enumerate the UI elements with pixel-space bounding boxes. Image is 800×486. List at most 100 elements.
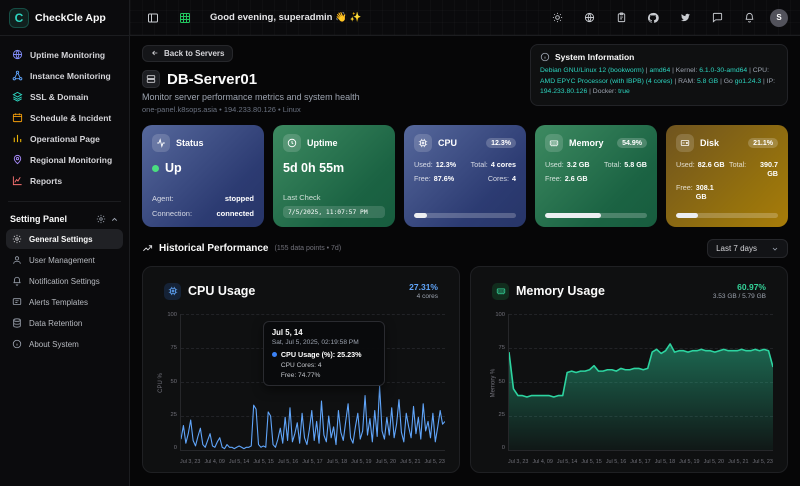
chevron-down-icon [771,245,779,253]
sidebar-item-reports[interactable]: Reports [6,170,123,191]
free-value: 2.6 GB [564,174,588,183]
cpu-usage-panel: CPU Usage 27.31% 4 cores CPU % 100 75 50 25… [142,266,460,473]
info-icon [540,52,550,62]
y-axis-ticks: 100 75 50 25 0 [167,312,177,451]
tooltip-free: Free: 74.77% [280,371,321,379]
page-subtitle: Monitor server performance metrics and s… [142,92,360,102]
last-check-value: 7/5/2025, 11:07:57 PM [283,206,385,218]
connection-label: Connection: [152,209,193,218]
card-title: Status [176,138,204,148]
total-label: Total: [604,160,622,169]
sidebar-item-operational-page[interactable]: Operational Page [6,128,123,149]
tooltip-cores: CPU Cores: 4 [280,361,322,369]
memory-card: Memory 54.9% Used: 3.2 GB Total: 5.8 GB Fr… [535,125,657,227]
free-label: Free: [545,174,562,183]
app-grid-icon[interactable] [174,7,196,29]
message-icon[interactable] [706,7,728,29]
sidebar-item-alerts-templates[interactable]: Alerts Templates [6,292,123,312]
cores-label: Cores: [487,174,509,183]
docs-clipboard-icon[interactable] [610,7,632,29]
sidebar-item-data-retention[interactable]: Data Retention [6,313,123,333]
used-value: 12.3% [435,160,457,169]
page-title: DB-Server01 [167,70,258,88]
cpu-plot-area: Jul 5, 14 Sat, Jul 5, 2025, 02:19:58 PM … [180,314,445,451]
y-axis-ticks: 100 75 50 25 0 [495,312,505,451]
server-meta: one-panel.k8sops.asia • 194.233.80.126 •… [142,105,301,114]
card-title: Memory [569,138,604,148]
agent-value: stopped [224,194,254,203]
sidebar-item-regional-monitoring[interactable]: Regional Monitoring [6,149,123,170]
memory-progress [545,213,647,218]
setting-panel-header: Setting Panel [0,208,129,228]
top-bar: Good evening, superadmin 👋 ✨ S [130,0,800,36]
sidebar-item-ssl-domain[interactable]: SSL & Domain [6,86,123,107]
map-pin-icon [12,154,23,165]
back-to-servers-button[interactable]: Back to Servers [142,44,234,62]
system-info-title: System Information [555,52,635,62]
sidebar-item-user-management[interactable]: User Management [6,250,123,270]
tooltip-date: Jul 5, 14 [271,327,303,337]
memory-usage-panel: Memory Usage 60.97% 3.53 GB / 5.79 GB Me… [470,266,788,473]
total-value: 5.8 GB [624,160,647,169]
app-logo-icon: C [9,7,29,28]
status-dot [152,164,159,172]
memory-icon [545,134,563,152]
bell-icon[interactable] [738,7,760,29]
trending-up-icon [142,243,153,254]
metric-cards: Status Up Agent: stopped Connection: conne… [142,125,788,227]
nodes-icon [12,70,23,81]
cpu-line-chart [181,314,445,450]
settings-nav: General Settings User Management Notific… [0,228,129,355]
bar-chart-icon [12,133,23,144]
chart-title: Memory Usage [516,284,605,298]
cpu-stat-sub: 4 cores [416,293,438,300]
app-logo: C CheckCle App [0,0,129,36]
memory-stat-sub: 3.53 GB / 5.79 GB [712,293,766,300]
theme-sun-icon[interactable] [546,7,568,29]
sidebar-item-general-settings[interactable]: General Settings [6,229,123,249]
sidebar-item-label: Uptime Monitoring [30,49,106,60]
tooltip-value: CPU Usage (%): 25.23% [280,349,362,359]
gear-icon [12,234,22,244]
github-icon[interactable] [642,7,664,29]
sidebar-item-label: Data Retention [29,318,83,328]
activity-icon [152,134,170,152]
sidebar-item-schedule-incident[interactable]: Schedule & Incident [6,107,123,128]
avatar[interactable]: S [770,8,788,27]
free-label: Free: [676,183,693,192]
cpu-progress [414,213,516,218]
card-title: Disk [700,138,720,148]
card-title: Uptime [307,138,338,148]
greeting-text: Good evening, superadmin 👋 ✨ [210,12,362,23]
history-subtitle: (155 data points • 7d) [274,245,342,252]
language-globe-icon[interactable] [578,7,600,29]
twitter-icon[interactable] [674,7,696,29]
used-value: 82.6 GB [697,160,725,169]
uptime-value: 5d 0h 55m [283,161,345,175]
sidebar: C CheckCle App Uptime Monitoring Instanc… [0,0,130,486]
sidebar-item-label: Regional Monitoring [30,154,113,165]
sidebar-item-instance-monitoring[interactable]: Instance Monitoring [6,65,123,86]
memory-icon [492,282,509,300]
server-header: Back to Servers DB-Server01 Monitor serv… [142,44,360,114]
last-check-label: Last Check [283,193,321,202]
agent-label: Agent: [152,194,174,203]
setting-panel-title: Setting Panel [10,214,68,224]
template-icon [12,297,22,307]
chart-tooltip: Jul 5, 14 Sat, Jul 5, 2025, 02:19:58 PM … [262,320,385,386]
series-dot [271,351,277,357]
sidebar-item-notification-settings[interactable]: Notification Settings [6,271,123,291]
sidebar-item-uptime-monitoring[interactable]: Uptime Monitoring [6,44,123,65]
user-icon [12,255,22,265]
sidebar-item-label: Instance Monitoring [30,70,111,81]
chart-title: CPU Usage [188,284,256,298]
used-label: Used: [676,160,695,169]
sidebar-item-label: General Settings [29,234,93,244]
memory-area-chart [509,314,773,450]
sidebar-item-about-system[interactable]: About System [6,334,123,354]
time-range-select[interactable]: Last 7 days [707,239,788,258]
sidebar-item-label: Schedule & Incident [30,112,112,123]
cores-value: 4 [512,174,516,183]
chevron-up-icon[interactable] [110,215,119,224]
sidebar-toggle-icon[interactable] [142,7,164,29]
